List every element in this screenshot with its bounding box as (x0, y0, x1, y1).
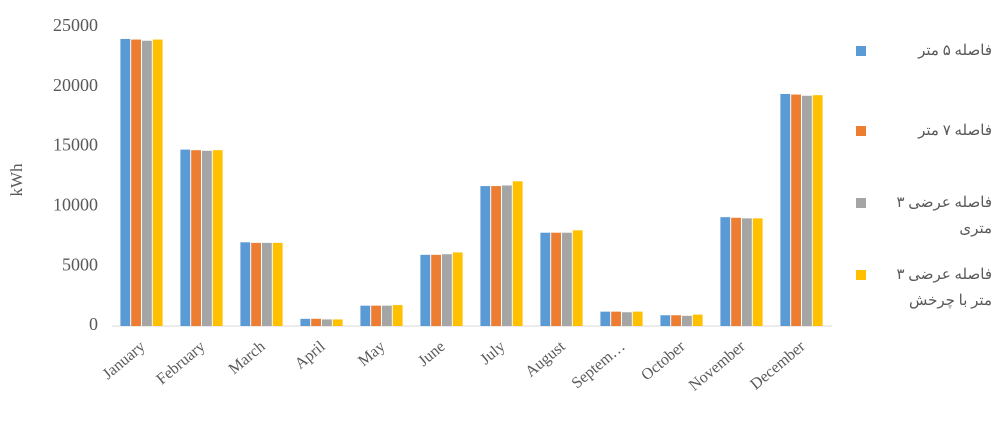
x-tick-label: November (686, 338, 749, 395)
bar (752, 218, 763, 326)
bar (720, 217, 731, 326)
bar (802, 95, 812, 327)
bar (131, 39, 141, 327)
y-tick-label: 5000 (62, 254, 98, 274)
bar (452, 252, 463, 326)
bar (791, 94, 801, 326)
bar (632, 311, 643, 326)
bar (731, 217, 741, 326)
bar (491, 186, 501, 326)
bar (692, 314, 703, 326)
x-tick-label: Septem… (569, 338, 629, 392)
bar (502, 185, 512, 326)
legend-label: فاصله عرضی ۳ متری (896, 195, 992, 237)
y-tick-label: 25000 (53, 15, 98, 35)
bar (812, 95, 823, 326)
y-tick-label: 10000 (53, 195, 98, 215)
bar (120, 38, 131, 327)
bar (622, 312, 632, 326)
bar (180, 149, 191, 326)
bar (572, 230, 583, 326)
bar (671, 315, 681, 326)
bar (332, 319, 343, 326)
y-axis-label: kWh (7, 163, 26, 197)
bar (360, 305, 371, 326)
legend-swatch (856, 46, 866, 56)
bar (611, 311, 621, 326)
x-tick-label: May (355, 338, 388, 370)
x-tick-label: August (522, 338, 569, 381)
bar (600, 311, 611, 326)
bar (262, 242, 272, 326)
bar (512, 181, 523, 326)
legend-item: فاصله ۷ متر (856, 118, 992, 144)
bar (431, 254, 441, 326)
legend-swatch (856, 126, 866, 136)
x-tick-label: February (153, 338, 208, 388)
bar (202, 150, 212, 326)
bar (551, 232, 561, 326)
x-tick-label: December (747, 338, 809, 394)
legend-label: فاصله ۵ متر (918, 43, 992, 59)
bar (191, 150, 201, 326)
legend-swatch (856, 198, 866, 208)
bar (272, 242, 283, 326)
x-tick-label: October (638, 338, 689, 385)
bar (371, 305, 381, 326)
bar (212, 150, 223, 326)
bar (780, 93, 791, 326)
bar (742, 218, 752, 326)
bar (420, 254, 431, 326)
bar (562, 232, 572, 326)
legend-swatch (856, 270, 866, 280)
legend-item: فاصله ۵ متر (856, 38, 992, 64)
bar (152, 39, 163, 327)
x-tick-label: June (415, 338, 448, 370)
bar (442, 254, 452, 326)
x-tick-label: January (100, 338, 149, 383)
y-tick-label: 15000 (53, 135, 98, 155)
bar (300, 318, 311, 326)
legend-item: فاصله عرضی ۳ متر با چرخش (856, 262, 992, 314)
legend-label: فاصله عرضی ۳ متر با چرخش (896, 267, 992, 309)
bar (540, 232, 551, 326)
bar (322, 319, 332, 326)
x-tick-label: July (477, 338, 508, 368)
bar (660, 315, 671, 326)
bar (251, 242, 261, 326)
bar (382, 305, 392, 326)
y-tick-label: 0 (89, 314, 98, 334)
bar (240, 242, 251, 326)
legend-item: فاصله عرضی ۳ متری (856, 190, 992, 242)
bar (142, 40, 152, 327)
legend-label: فاصله ۷ متر (918, 123, 992, 139)
x-tick-label: April (292, 338, 329, 373)
y-tick-label: 20000 (53, 75, 98, 95)
bar (480, 186, 491, 326)
bar (392, 305, 403, 326)
x-tick-label: March (226, 338, 269, 378)
bar (682, 315, 692, 326)
bar (311, 318, 321, 326)
